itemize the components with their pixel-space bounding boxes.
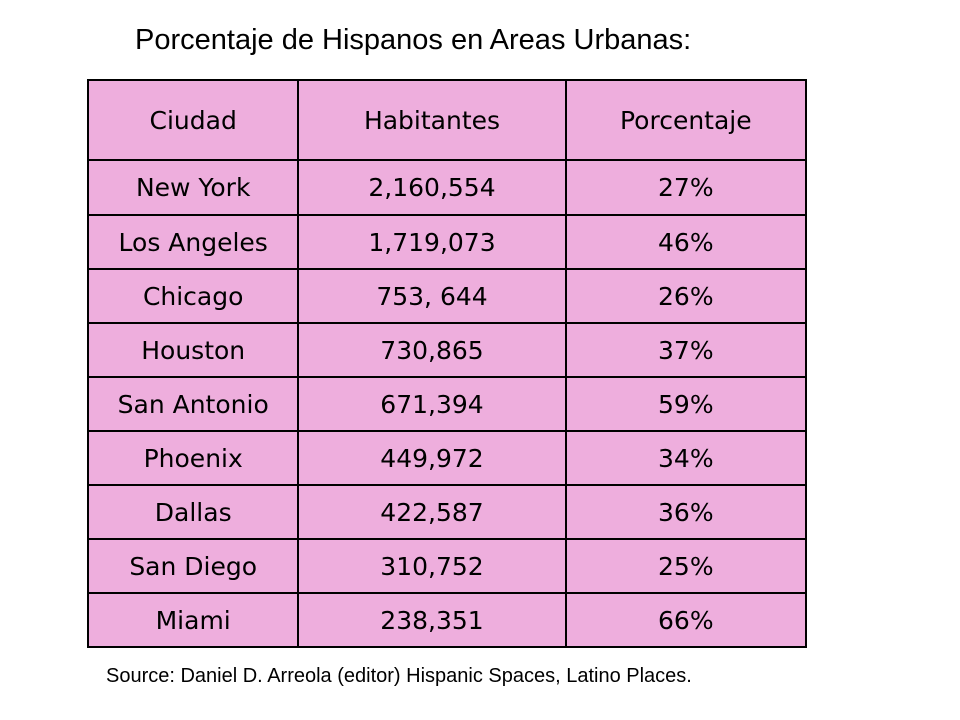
- population-cell: 671,394: [297, 376, 567, 432]
- page-title: Porcentaje de Hispanos en Areas Urbanas:: [135, 24, 692, 56]
- population-cell: 238,351: [297, 592, 567, 648]
- header-cell-habitantes: Habitantes: [297, 79, 567, 161]
- table-row: San Diego 310,752 25%: [86, 538, 808, 594]
- percentage-cell: 25%: [564, 538, 808, 594]
- percentage-cell: 59%: [564, 376, 808, 432]
- table-row: Miami 238,351 66%: [86, 592, 808, 648]
- table-row: Phoenix 449,972 34%: [86, 430, 808, 486]
- source-citation: Source: Daniel D. Arreola (editor) Hispa…: [106, 665, 692, 687]
- population-cell: 310,752: [297, 538, 567, 594]
- percentage-cell: 37%: [564, 322, 808, 378]
- city-cell: Houston: [86, 322, 300, 378]
- population-cell: 449,972: [297, 430, 567, 486]
- population-cell: 2,160,554: [297, 159, 567, 216]
- population-cell: 1,719,073: [297, 214, 567, 270]
- percentage-cell: 27%: [564, 159, 808, 216]
- city-cell: New York: [86, 159, 300, 216]
- percentage-cell: 46%: [564, 214, 808, 270]
- population-cell: 730,865: [297, 322, 567, 378]
- percentage-cell: 36%: [564, 484, 808, 540]
- header-cell-ciudad: Ciudad: [86, 79, 300, 161]
- population-cell: 753, 644: [297, 268, 567, 324]
- city-cell: Dallas: [86, 484, 300, 540]
- header-cell-porcentaje: Porcentaje: [564, 79, 808, 161]
- percentage-cell: 66%: [564, 592, 808, 648]
- percentage-cell: 34%: [564, 430, 808, 486]
- city-cell: Miami: [86, 592, 300, 648]
- table-row: Dallas 422,587 36%: [86, 484, 808, 540]
- table-row: Chicago 753, 644 26%: [86, 268, 808, 324]
- hispanic-population-table: Ciudad Habitantes Porcentaje New York 2,1…: [86, 79, 808, 648]
- table-header-row: Ciudad Habitantes Porcentaje: [86, 79, 808, 161]
- city-cell: Phoenix: [86, 430, 300, 486]
- city-cell: Los Angeles: [86, 214, 300, 270]
- city-cell: Chicago: [86, 268, 300, 324]
- city-cell: San Antonio: [86, 376, 300, 432]
- table-row: Houston 730,865 37%: [86, 322, 808, 378]
- percentage-cell: 26%: [564, 268, 808, 324]
- city-cell: San Diego: [86, 538, 300, 594]
- table-row: Los Angeles 1,719,073 46%: [86, 214, 808, 270]
- table-row: New York 2,160,554 27%: [86, 159, 808, 216]
- population-cell: 422,587: [297, 484, 567, 540]
- table-row: San Antonio 671,394 59%: [86, 376, 808, 432]
